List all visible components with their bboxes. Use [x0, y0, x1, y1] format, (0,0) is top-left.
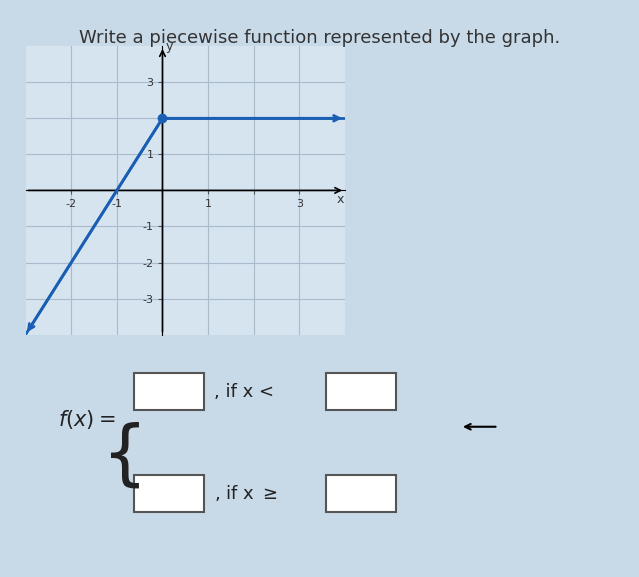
Text: y: y: [166, 40, 173, 53]
FancyBboxPatch shape: [326, 475, 396, 512]
FancyBboxPatch shape: [134, 475, 204, 512]
Text: , if x $\geq$: , if x $\geq$: [214, 484, 277, 503]
FancyBboxPatch shape: [326, 373, 396, 410]
Text: , if x <: , if x <: [214, 383, 274, 400]
Text: Write a piecewise function represented by the graph.: Write a piecewise function represented b…: [79, 29, 560, 47]
Text: {: {: [102, 421, 148, 490]
FancyBboxPatch shape: [134, 373, 204, 410]
Text: x: x: [337, 193, 344, 206]
Text: $f(x) =$: $f(x) =$: [58, 408, 115, 431]
